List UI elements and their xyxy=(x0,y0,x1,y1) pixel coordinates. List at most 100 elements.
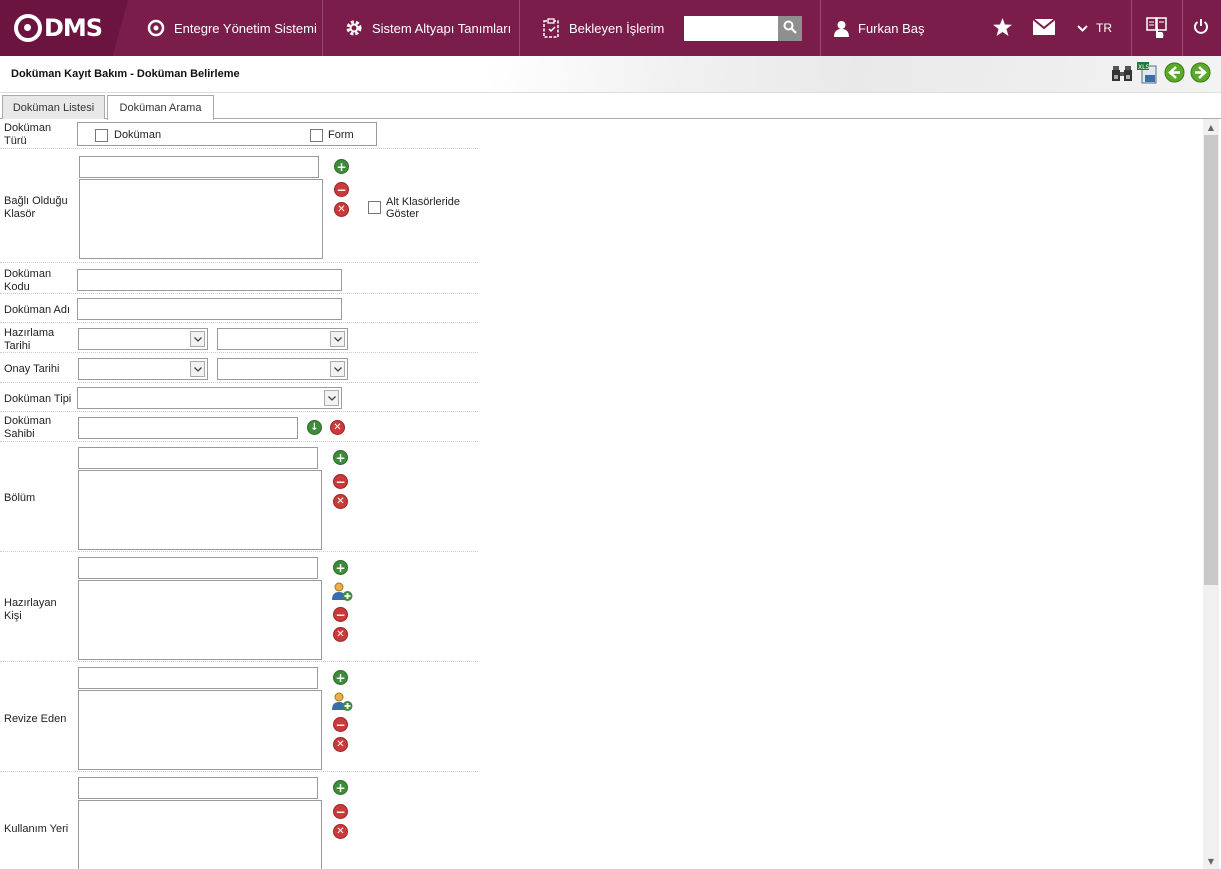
clear-hazirlayan-button[interactable]: ✕ xyxy=(333,627,348,642)
arrow-right-icon xyxy=(1190,62,1211,86)
language-selector[interactable]: TR xyxy=(1077,0,1112,56)
onay-tarihi-start-select[interactable] xyxy=(78,358,208,380)
back-button[interactable] xyxy=(1163,62,1185,85)
add-user-revize-button[interactable] xyxy=(332,692,354,714)
header-toolbar: XLS xyxy=(1111,61,1211,87)
label-bolum: Bölüm xyxy=(4,492,36,504)
export-excel-button[interactable]: XLS xyxy=(1137,61,1159,87)
hazirlama-tarihi-end-select[interactable] xyxy=(217,328,348,350)
remove-revize-button[interactable]: − xyxy=(333,717,348,732)
row-bolum: Bölüm + − ✕ xyxy=(0,442,478,552)
add-hazirlayan-button[interactable]: + xyxy=(333,560,348,575)
revize-list[interactable] xyxy=(78,690,322,770)
checkbox-dokuman[interactable] xyxy=(95,129,108,142)
user-menu[interactable]: Furkan Baş xyxy=(834,0,924,56)
row-revize-eden: Revize Eden + − ✕ xyxy=(0,662,478,772)
row-dokuman-tipi: Doküman Tipi xyxy=(0,383,478,412)
mail-icon xyxy=(1032,17,1056,38)
label-onay-tarihi: Onay Tarihi xyxy=(4,363,60,375)
help-manual-button[interactable] xyxy=(1146,0,1168,56)
page-header: Doküman Kayıt Bakım - Doküman Belirleme … xyxy=(0,56,1221,93)
clear-revize-button[interactable]: ✕ xyxy=(333,737,348,752)
binoculars-button[interactable] xyxy=(1111,63,1133,85)
favorites-button[interactable] xyxy=(993,0,1012,56)
minus-icon: − xyxy=(335,474,346,489)
book-hand-icon xyxy=(1146,16,1168,41)
user-icon xyxy=(834,20,849,37)
plus-icon: + xyxy=(335,670,346,685)
logout-button[interactable] xyxy=(1193,0,1209,56)
hazirlama-tarihi-start-select[interactable] xyxy=(78,328,208,350)
scroll-down-icon[interactable]: ▼ xyxy=(1207,856,1215,866)
dokuman-sahibi-input[interactable] xyxy=(78,417,298,439)
dokuman-kodu-input[interactable] xyxy=(77,269,342,291)
clear-bolum-button[interactable]: ✕ xyxy=(333,494,348,509)
remove-bolum-button[interactable]: − xyxy=(333,474,348,489)
plus-icon: + xyxy=(335,450,346,465)
hazirlayan-input[interactable] xyxy=(78,557,318,579)
q-logo-icon xyxy=(14,14,42,42)
revize-input[interactable] xyxy=(78,667,318,689)
user-add-icon xyxy=(332,692,354,714)
search-input[interactable] xyxy=(684,16,778,41)
plus-icon: + xyxy=(335,560,346,575)
user-add-icon xyxy=(332,582,354,604)
close-icon: ✕ xyxy=(336,738,345,750)
clear-sahibi-button[interactable]: ✕ xyxy=(330,420,345,435)
qdms-circle-icon xyxy=(146,18,166,38)
remove-klasor-button[interactable]: − xyxy=(334,182,349,197)
add-bolum-button[interactable]: + xyxy=(333,450,348,465)
nav-label: Entegre Yönetim Sistemi xyxy=(174,20,317,36)
select-sahibi-button[interactable]: ↓ xyxy=(307,420,322,435)
clear-klasor-button[interactable]: ✕ xyxy=(334,202,349,217)
remove-kullanim-button[interactable]: − xyxy=(333,804,348,819)
add-klasor-button[interactable]: + xyxy=(334,159,349,174)
add-kullanim-button[interactable]: + xyxy=(333,780,348,795)
kullanim-input[interactable] xyxy=(78,777,318,799)
search-button[interactable] xyxy=(778,16,802,41)
scroll-up-icon[interactable]: ▲ xyxy=(1207,122,1215,132)
checkbox-dokuman-label: Doküman xyxy=(114,129,162,141)
klasor-list[interactable] xyxy=(79,179,323,259)
messages-button[interactable] xyxy=(1032,0,1056,56)
chevron-down-icon xyxy=(190,331,205,347)
minus-icon: − xyxy=(335,804,346,819)
close-icon: ✕ xyxy=(336,495,345,507)
clear-kullanim-button[interactable]: ✕ xyxy=(333,824,348,839)
checkbox-form[interactable] xyxy=(310,129,323,142)
bolum-input[interactable] xyxy=(78,447,318,469)
label-bagli-klasor: Bağlı Olduğu Klasör xyxy=(4,195,68,220)
dokuman-tipi-select[interactable] xyxy=(77,387,342,409)
nav-bekleyen-islerim[interactable]: Bekleyen İşlerim xyxy=(541,0,664,56)
kullanim-list[interactable] xyxy=(78,800,322,869)
page-title: Doküman Kayıt Bakım - Doküman Belirleme xyxy=(11,68,240,80)
close-icon: ✕ xyxy=(336,628,345,640)
add-revize-button[interactable]: + xyxy=(333,670,348,685)
klasor-input[interactable] xyxy=(79,156,319,178)
bolum-list[interactable] xyxy=(78,470,322,550)
onay-tarihi-end-select[interactable] xyxy=(217,358,348,380)
label-dokuman-adi: Doküman Adı xyxy=(4,304,71,316)
hazirlayan-list[interactable] xyxy=(78,580,322,660)
close-icon: ✕ xyxy=(336,825,345,837)
forward-button[interactable] xyxy=(1189,62,1211,86)
vertical-scrollbar[interactable]: ▲ ▼ xyxy=(1203,119,1219,869)
row-hazirlayan: Hazırlayan Kişi + − ✕ xyxy=(0,552,478,662)
dokuman-turu-group xyxy=(77,122,377,146)
chevron-down-icon xyxy=(1077,24,1088,32)
user-name: Furkan Baş xyxy=(858,20,925,36)
tab-dokuman-arama[interactable]: Doküman Arama xyxy=(107,95,214,120)
remove-hazirlayan-button[interactable]: − xyxy=(333,607,348,622)
add-user-hazirlayan-button[interactable] xyxy=(332,582,354,604)
qdms-logo[interactable]: DMS xyxy=(0,0,128,56)
scroll-thumb[interactable] xyxy=(1204,135,1218,585)
search-form: Doküman Türü Doküman Form Bağlı Olduğu K… xyxy=(0,119,480,869)
nav-entegre-yonetim[interactable]: Entegre Yönetim Sistemi xyxy=(146,0,317,56)
checkbox-alt-klasor[interactable] xyxy=(368,201,381,214)
tab-label: Doküman Arama xyxy=(119,102,202,114)
language-code: TR xyxy=(1096,21,1112,35)
excel-icon: XLS xyxy=(1137,61,1159,87)
dokuman-adi-input[interactable] xyxy=(77,298,342,320)
nav-sistem-altyapi[interactable]: Sistem Altyapı Tanımları xyxy=(344,0,511,56)
tab-dokuman-listesi[interactable]: Doküman Listesi xyxy=(2,95,105,119)
